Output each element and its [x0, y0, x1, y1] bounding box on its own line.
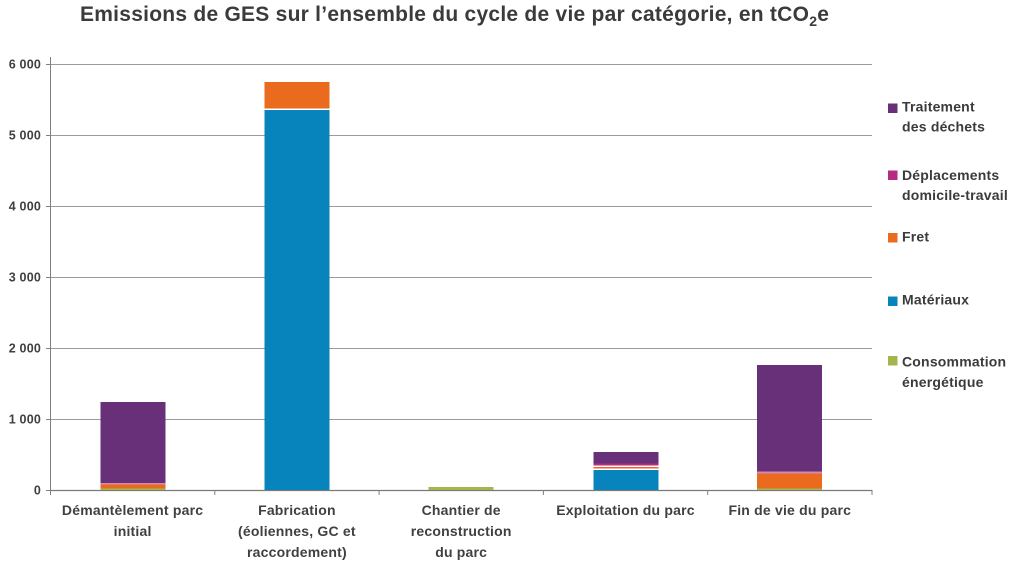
- svg-text:du parc: du parc: [435, 544, 487, 560]
- svg-text:Fret: Fret: [902, 229, 929, 245]
- svg-text:2 000: 2 000: [9, 342, 41, 356]
- svg-text:Matériaux: Matériaux: [902, 292, 969, 308]
- svg-text:raccordement): raccordement): [247, 544, 347, 560]
- svg-text:des déchets: des déchets: [902, 119, 985, 135]
- svg-text:domicile-travail: domicile-travail: [902, 187, 1008, 203]
- svg-text:initial: initial: [114, 523, 152, 539]
- svg-text:Déplacements: Déplacements: [902, 167, 999, 183]
- svg-text:Consommation: Consommation: [902, 354, 1006, 370]
- svg-text:Chantier de: Chantier de: [422, 502, 501, 518]
- svg-text:Fabrication: Fabrication: [258, 502, 336, 518]
- svg-text:Démantèlement parc: Démantèlement parc: [62, 502, 203, 518]
- svg-text:énergétique: énergétique: [902, 374, 984, 390]
- svg-text:5 000: 5 000: [9, 129, 41, 143]
- svg-text:Emissions de GES sur l’ensembl: Emissions de GES sur l’ensemble du cycle…: [80, 3, 829, 29]
- svg-text:Exploitation du parc: Exploitation du parc: [556, 502, 695, 518]
- svg-text:0: 0: [34, 484, 41, 498]
- svg-text:reconstruction: reconstruction: [411, 523, 512, 539]
- svg-text:Fin de vie du parc: Fin de vie du parc: [728, 502, 851, 518]
- svg-text:6 000: 6 000: [9, 58, 41, 72]
- svg-text:3 000: 3 000: [9, 271, 41, 285]
- svg-text:Traitement: Traitement: [902, 99, 975, 115]
- svg-text:4 000: 4 000: [9, 200, 41, 214]
- svg-text:(éoliennes, GC et: (éoliennes, GC et: [238, 523, 356, 539]
- svg-text:1 000: 1 000: [9, 413, 41, 427]
